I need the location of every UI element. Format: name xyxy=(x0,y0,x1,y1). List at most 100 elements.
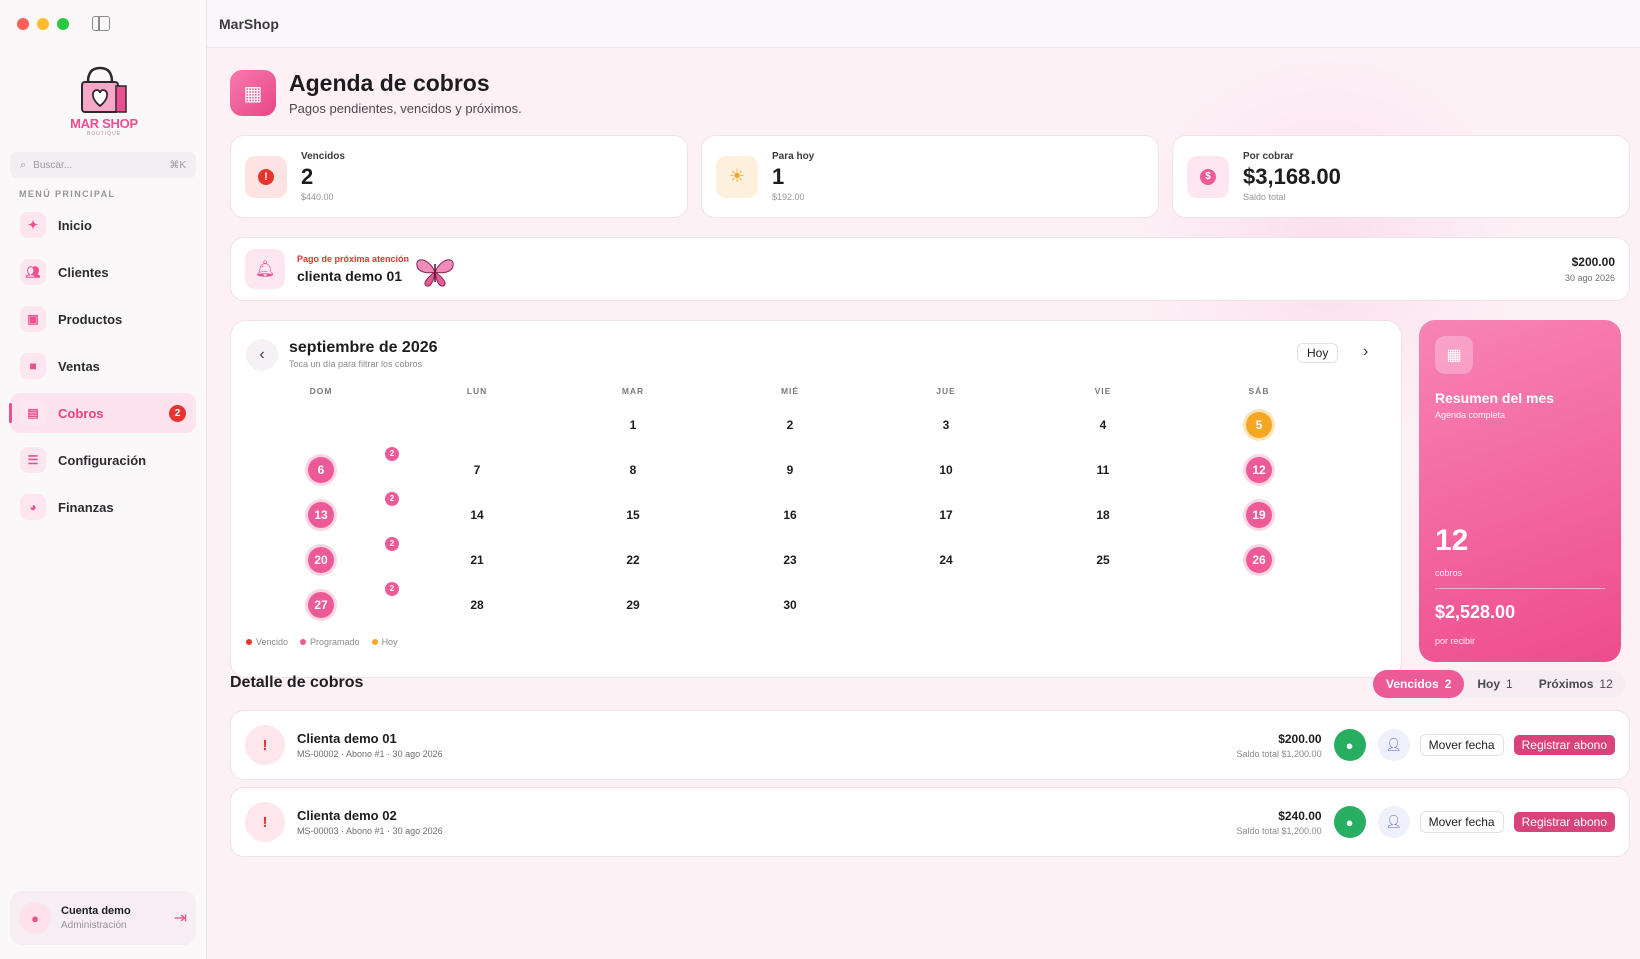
calendar-day[interactable]: 28 xyxy=(470,598,484,612)
calendar-day-scheduled[interactable]: 13 xyxy=(308,502,334,528)
stat-card-para-hoy: ☀ Para hoy 1 $192.00 xyxy=(701,135,1159,218)
sidebar: MAR SHOP BOUTIQUE ⌕ Buscar... ⌘K MENÚ PR… xyxy=(0,0,207,959)
next-payment-amount: $200.00 xyxy=(1571,255,1615,269)
calendar-month: septiembre de 2026 xyxy=(289,339,438,356)
calendar-day[interactable]: 30 xyxy=(783,598,797,612)
whatsapp-icon[interactable]: ● xyxy=(1333,729,1366,761)
person-gear-icon[interactable]: 👤︎ xyxy=(1377,729,1410,761)
calendar-day[interactable]: 2 xyxy=(786,418,794,432)
stat-value: 2 xyxy=(301,164,314,189)
stat-label: Por cobrar xyxy=(1243,151,1294,162)
calendar-day[interactable]: 1 xyxy=(629,418,637,432)
calendar-day[interactable]: 15 xyxy=(626,508,640,522)
payment-total: Saldo total $1,200.00 xyxy=(1236,825,1322,836)
person-gear-icon[interactable]: 👤︎ xyxy=(1377,806,1410,838)
page-header: ▦ Agenda de cobros Pagos pendientes, ven… xyxy=(230,70,522,116)
chevron-right-icon[interactable]: › xyxy=(1363,343,1369,360)
stat-value: $3,168.00 xyxy=(1243,164,1341,189)
tab-proximos[interactable]: Próximos 12 xyxy=(1538,677,1613,691)
account-name: Cuenta demo xyxy=(61,905,131,917)
calendar-day[interactable]: 3 xyxy=(942,418,950,432)
sidebar-item-configuracion[interactable]: ☰ Configuración xyxy=(10,440,196,480)
sidebar-item-productos[interactable]: ▣ Productos xyxy=(10,299,196,339)
calendar-day[interactable]: 4 xyxy=(1099,418,1107,432)
sidebar-item-clientes[interactable]: 👥︎ Clientes xyxy=(10,252,196,292)
tab-vencidos[interactable]: Vencidos 2 xyxy=(1373,670,1465,698)
account-role: Administración xyxy=(61,920,127,931)
calendar-day[interactable]: 29 xyxy=(626,598,640,612)
logo-subtext: BOUTIQUE xyxy=(86,131,122,137)
calendar-legend: Vencido Programado Hoy xyxy=(246,637,398,647)
calendar-day[interactable]: 21 xyxy=(470,553,484,567)
weekday-header: JUE xyxy=(936,386,956,396)
calendar-day[interactable]: 14 xyxy=(470,508,484,522)
calendar-day[interactable]: 22 xyxy=(626,553,640,567)
calendar-day[interactable]: 7 xyxy=(473,463,481,477)
sidebar-toggle-icon[interactable] xyxy=(92,16,110,31)
sun-icon: ☀ xyxy=(716,155,758,198)
weekday-header: MAR xyxy=(621,386,645,396)
search-input[interactable]: ⌕ Buscar... ⌘K xyxy=(10,152,196,178)
tab-hoy[interactable]: Hoy 1 xyxy=(1477,677,1513,691)
close-window-button[interactable] xyxy=(17,18,29,30)
next-payment-label: Pago de próxima atención xyxy=(297,254,410,264)
sidebar-item-ventas[interactable]: ■ Ventas xyxy=(10,346,196,386)
calendar-day[interactable]: 11 xyxy=(1096,463,1110,477)
client-name: Clienta demo 01 xyxy=(297,731,397,746)
sliders-icon: ☰ xyxy=(20,447,46,473)
logout-icon[interactable]: ⇥ xyxy=(173,910,187,927)
menu-section-label: MENÚ PRINCIPAL xyxy=(19,189,116,199)
card-icon: ▤ xyxy=(20,400,46,426)
calendar-day-scheduled[interactable]: 20 xyxy=(308,547,334,573)
calendar-day-scheduled[interactable]: 19 xyxy=(1246,502,1272,528)
calendar-day[interactable]: 17 xyxy=(939,508,953,522)
move-date-button[interactable]: Mover fecha xyxy=(1419,734,1504,756)
sidebar-item-inicio[interactable]: ✦ Inicio xyxy=(10,205,196,245)
stat-label: Para hoy xyxy=(772,151,815,162)
calendar-day[interactable]: 10 xyxy=(939,463,953,477)
sidebar-item-label: Configuración xyxy=(58,452,147,468)
account-card[interactable]: ● Cuenta demo Administración ⇥ xyxy=(10,891,196,945)
summary-count: 12 xyxy=(1435,524,1469,557)
calendar-day[interactable]: 16 xyxy=(783,508,797,522)
summary-amount-label: por recibir xyxy=(1435,636,1476,646)
stat-card-vencidos: ! Vencidos 2 $440.00 xyxy=(230,135,688,218)
calendar-day[interactable]: 23 xyxy=(783,553,797,567)
register-payment-button[interactable]: Registrar abono xyxy=(1513,812,1615,832)
calendar-day-scheduled[interactable]: 12 xyxy=(1246,457,1272,483)
sidebar-item-label: Ventas xyxy=(58,358,100,374)
calendar-day[interactable]: 24 xyxy=(939,553,953,567)
payment-total: Saldo total $1,200.00 xyxy=(1236,748,1322,759)
today-button[interactable]: Hoy xyxy=(1297,343,1339,363)
chevron-left-icon[interactable]: ‹ xyxy=(246,339,278,371)
calendar-day-today[interactable]: 5 xyxy=(1246,412,1272,438)
sidebar-item-label: Finanzas xyxy=(58,499,114,515)
bell-icon: 🔔︎ xyxy=(245,249,285,289)
payment-row[interactable]: ! Clienta demo 01 MS-00002 · Abono #1 · … xyxy=(230,710,1630,780)
move-date-button[interactable]: Mover fecha xyxy=(1419,811,1504,833)
page-title: Agenda de cobros xyxy=(289,70,490,96)
minimize-window-button[interactable] xyxy=(37,18,49,30)
day-count-badge: 2 xyxy=(385,582,399,596)
calendar-day[interactable]: 25 xyxy=(1096,553,1110,567)
dollar-icon: $ xyxy=(1187,155,1229,198)
sidebar-item-cobros[interactable]: ▤ Cobros 2 xyxy=(9,393,196,433)
whatsapp-icon[interactable]: ● xyxy=(1333,806,1366,838)
detail-title: Detalle de cobros xyxy=(230,674,364,691)
weekday-header: VIE xyxy=(1094,386,1112,396)
calendar-day[interactable]: 8 xyxy=(629,463,637,477)
payment-row[interactable]: ! Clienta demo 02 MS-00003 · Abono #1 · … xyxy=(230,787,1630,857)
zoom-window-button[interactable] xyxy=(57,18,69,30)
sidebar-item-finanzas[interactable]: ◕ Finanzas xyxy=(10,487,196,527)
shopping-bag-logo-icon xyxy=(81,66,127,113)
register-payment-button[interactable]: Registrar abono xyxy=(1513,735,1615,755)
calendar-day-scheduled[interactable]: 6 xyxy=(308,457,334,483)
sidebar-item-label: Clientes xyxy=(58,264,109,280)
next-payment-card[interactable]: 🔔︎ Pago de próxima atención clienta demo… xyxy=(230,237,1630,301)
calendar-day-scheduled[interactable]: 26 xyxy=(1246,547,1272,573)
calendar-day[interactable]: 9 xyxy=(786,463,794,477)
legend-item: Hoy xyxy=(371,637,398,647)
calendar-day-scheduled[interactable]: 27 xyxy=(308,592,334,618)
calendar-day[interactable]: 18 xyxy=(1096,508,1110,522)
page-subtitle: Pagos pendientes, vencidos y próximos. xyxy=(289,101,522,116)
